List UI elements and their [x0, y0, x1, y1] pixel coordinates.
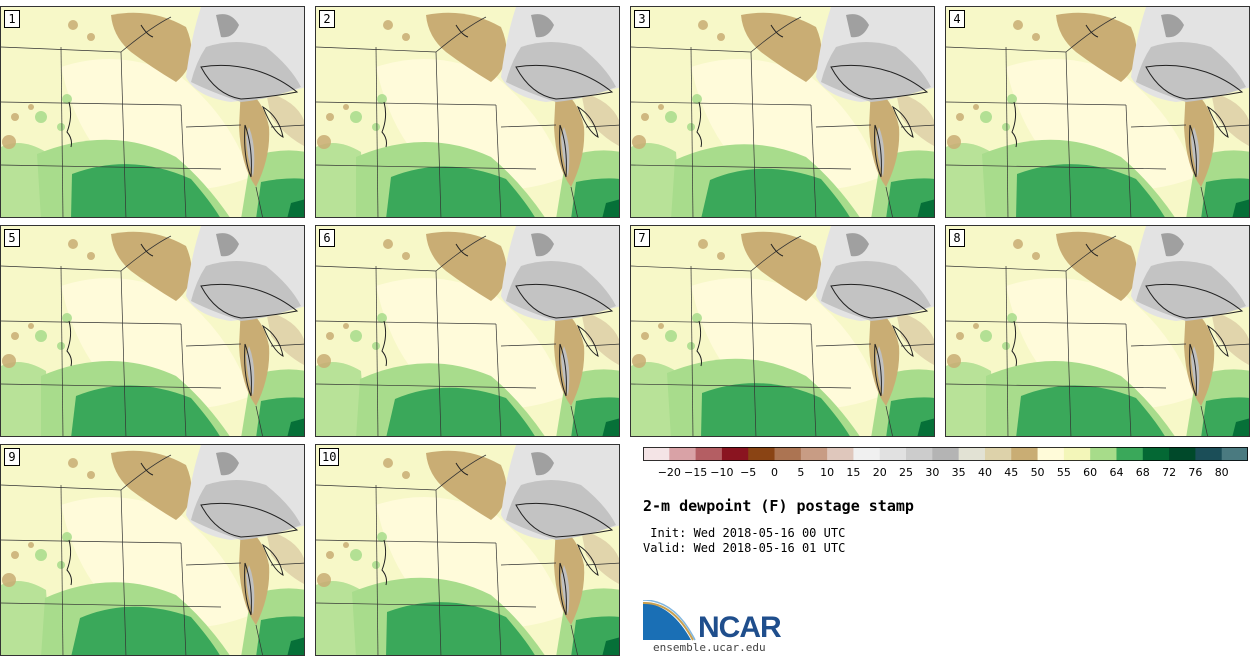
- member-label: 7: [634, 229, 650, 247]
- colorbar-tick-label: 40: [977, 466, 992, 479]
- dewpoint-map: [631, 7, 934, 217]
- member-panel: 4: [945, 6, 1250, 218]
- dewpoint-map: [316, 7, 619, 217]
- colorbar-swatch: [1221, 447, 1248, 461]
- member-panel: 1: [0, 6, 305, 218]
- colorbar-swatch: [1063, 447, 1091, 461]
- colorbar-tick-label: 35: [951, 466, 966, 479]
- logo-url: ensemble.ucar.edu: [653, 641, 766, 654]
- ncar-logo-text: NCAR: [698, 611, 782, 644]
- colorbar-tick-label: 30: [925, 466, 940, 479]
- colorbar-tick-label: −20: [657, 466, 681, 479]
- member-label: 2: [319, 10, 335, 28]
- colorbar-tick-label: −15: [683, 466, 708, 479]
- colorbar-swatch: [721, 447, 749, 461]
- member-panel: 9: [0, 444, 305, 656]
- ncar-logo-icon: [643, 600, 696, 641]
- colorbar-swatch: [1142, 447, 1170, 461]
- colorbar-swatch: [643, 447, 670, 461]
- colorbar-swatch: [695, 447, 723, 461]
- colorbar-swatch: [748, 447, 776, 461]
- colorbar-border: [643, 447, 1248, 461]
- member-panel: 10: [315, 444, 620, 656]
- colorbar-tick-label: 55: [1056, 466, 1071, 479]
- member-panel: 2: [315, 6, 620, 218]
- member-panel: 3: [630, 6, 935, 218]
- colorbar-swatch: [800, 447, 828, 461]
- colorbar-tick-label: 60: [1083, 466, 1098, 479]
- colorbar-swatch: [774, 447, 802, 461]
- figure-title: 2-m dewpoint (F) postage stamp: [643, 497, 914, 515]
- member-panel: 7: [630, 225, 935, 437]
- dewpoint-map: [1, 445, 304, 655]
- colorbar-swatch: [1037, 447, 1065, 461]
- colorbar-tick-label: 10: [820, 466, 835, 479]
- member-panel: 5: [0, 225, 305, 437]
- colorbar-tick-label: 25: [899, 466, 914, 479]
- dewpoint-map: [946, 7, 1249, 217]
- dewpoint-map: [1, 226, 304, 436]
- member-label: 1: [4, 10, 20, 28]
- colorbar-tick-label: 80: [1214, 466, 1229, 479]
- dewpoint-map: [316, 226, 619, 436]
- colorbar-tick-label: 72: [1162, 466, 1177, 479]
- colorbar-tick-label: 20: [872, 466, 887, 479]
- dewpoint-map: [316, 445, 619, 655]
- colorbar-tick-label: −5: [740, 466, 757, 479]
- member-panel: 8: [945, 225, 1250, 437]
- colorbar-tick-label: −10: [710, 466, 734, 479]
- colorbar-swatch: [984, 447, 1012, 461]
- colorbar-swatch: [1195, 447, 1223, 461]
- colorbar: [643, 447, 1248, 461]
- member-label: 8: [949, 229, 965, 247]
- colorbar-tick-label: 68: [1135, 466, 1150, 479]
- member-label: 6: [319, 229, 335, 247]
- colorbar-tick-label: 50: [1030, 466, 1045, 479]
- member-label: 5: [4, 229, 20, 247]
- colorbar-swatch: [958, 447, 986, 461]
- colorbar-swatch: [1169, 447, 1196, 461]
- colorbar-swatch: [906, 447, 933, 461]
- colorbar-swatch: [879, 447, 907, 461]
- colorbar-swatch: [827, 447, 854, 461]
- colorbar-tick-label: 0: [771, 466, 779, 479]
- member-label: 3: [634, 10, 650, 28]
- colorbar-tick-label: 5: [797, 466, 805, 479]
- member-label: 9: [4, 448, 20, 466]
- colorbar-swatch: [932, 447, 960, 461]
- colorbar-swatch: [1116, 447, 1144, 461]
- colorbar-swatch: [669, 447, 697, 461]
- colorbar-tick-label: 45: [1004, 466, 1019, 479]
- member-label: 4: [949, 10, 965, 28]
- dewpoint-map: [631, 226, 934, 436]
- colorbar-tick-label: 76: [1188, 466, 1203, 479]
- init-time: Init: Wed 2018-05-16 00 UTC: [643, 526, 846, 540]
- member-label: 10: [319, 448, 340, 466]
- member-panel: 6: [315, 225, 620, 437]
- dewpoint-map: [1, 7, 304, 217]
- colorbar-tick-label: 64: [1109, 466, 1124, 479]
- colorbar-tick-label: 15: [846, 466, 861, 479]
- colorbar-swatch: [1011, 447, 1039, 461]
- valid-time: Valid: Wed 2018-05-16 01 UTC: [643, 541, 846, 555]
- colorbar-swatch: [853, 447, 881, 461]
- dewpoint-map: [946, 226, 1249, 436]
- colorbar-swatch: [1090, 447, 1117, 461]
